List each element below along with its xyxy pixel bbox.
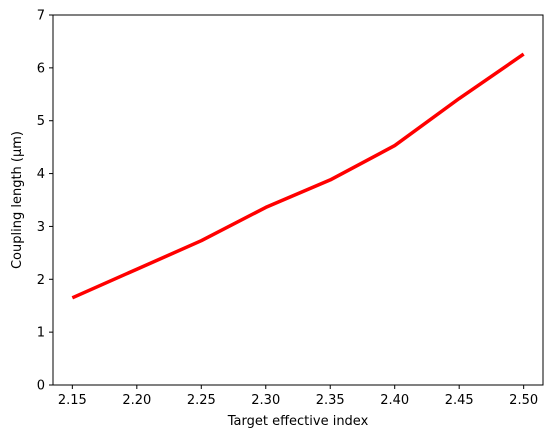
y-axis-title: Coupling length (μm) [10, 131, 25, 269]
series-line [71, 52, 525, 300]
plot-frame [52, 14, 544, 386]
y-tick-label: 2 [37, 273, 45, 288]
x-tick-label: 2.45 [445, 393, 474, 408]
x-tick-label: 2.25 [187, 393, 216, 408]
x-tick-label: 2.35 [316, 393, 345, 408]
x-tick-label: 2.30 [251, 393, 280, 408]
y-tick-label: 4 [37, 167, 45, 182]
y-tick-label: 7 [37, 9, 45, 24]
y-axis: 0 1 2 3 4 5 6 7 [37, 9, 53, 394]
y-tick-label: 3 [37, 220, 45, 235]
y-tick-label: 1 [37, 326, 45, 341]
x-tick-label: 2.15 [58, 393, 87, 408]
x-axis: 2.15 2.20 2.25 2.30 2.35 2.40 2.45 2.50 [58, 385, 538, 408]
x-tick-label: 2.20 [122, 393, 151, 408]
x-axis-title: Target effective index [227, 414, 369, 429]
x-tick-label: 2.50 [509, 393, 538, 408]
x-tick-label: 2.40 [380, 393, 409, 408]
y-tick-label: 5 [37, 114, 45, 129]
y-tick-label: 0 [37, 379, 45, 394]
plot-layer [71, 52, 525, 300]
y-tick-label: 6 [37, 61, 45, 76]
